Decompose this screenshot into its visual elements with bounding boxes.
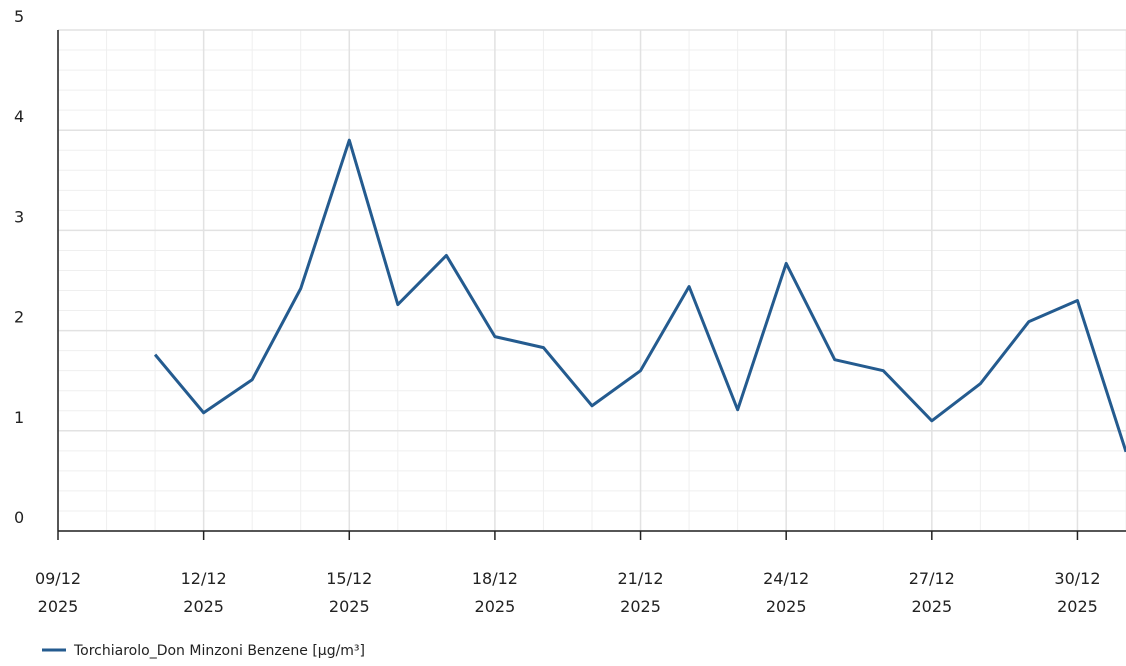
series-line [153, 138, 1126, 453]
grid [57, 29, 1126, 532]
x-tick-label: 12/12 2025 [181, 569, 227, 616]
x-tick-label-line: 2025 [475, 597, 516, 616]
x-tick-label-line: 2025 [911, 597, 952, 616]
y-tick-label: 2 [14, 308, 24, 327]
y-tick-label: 5 [14, 7, 24, 26]
y-tick-label: 3 [14, 207, 24, 226]
x-tick-label-line: 09/12 [35, 569, 81, 588]
y-tick-label: 0 [14, 508, 24, 527]
x-tick-label-line: 2025 [183, 597, 224, 616]
x-tick-label-line: 12/12 [181, 569, 227, 588]
x-tick-label: 24/12 2025 [763, 569, 809, 616]
x-tick-label-line: 2025 [766, 597, 807, 616]
x-tick-label-line: 21/12 [617, 569, 663, 588]
y-tick-label: 4 [14, 107, 24, 126]
x-tick-label: 21/12 2025 [617, 569, 663, 616]
x-tick-label-line: 30/12 [1054, 569, 1100, 588]
x-tick-label-line: 2025 [620, 597, 661, 616]
x-tick-label: 27/12 2025 [909, 569, 955, 616]
x-tick-label-line: 2025 [38, 597, 79, 616]
legend-label: Torchiarolo_Don Minzoni Benzene [µg/m³] [73, 643, 365, 659]
x-tick-label-line: 2025 [329, 597, 370, 616]
y-tick-label: 1 [14, 408, 24, 427]
x-tick-label: 09/12 2025 [35, 569, 81, 616]
x-tick-label-line: 27/12 [909, 569, 955, 588]
x-tick-label: 15/12 2025 [326, 569, 372, 616]
x-tick-label-line: 24/12 [763, 569, 809, 588]
x-tick-label-line: 2025 [1057, 597, 1098, 616]
x-tick-label: 18/12 2025 [472, 569, 518, 616]
x-tick-label-line: 18/12 [472, 569, 518, 588]
x-tick-label-line: 15/12 [326, 569, 372, 588]
x-tick-label: 30/12 2025 [1054, 569, 1100, 616]
